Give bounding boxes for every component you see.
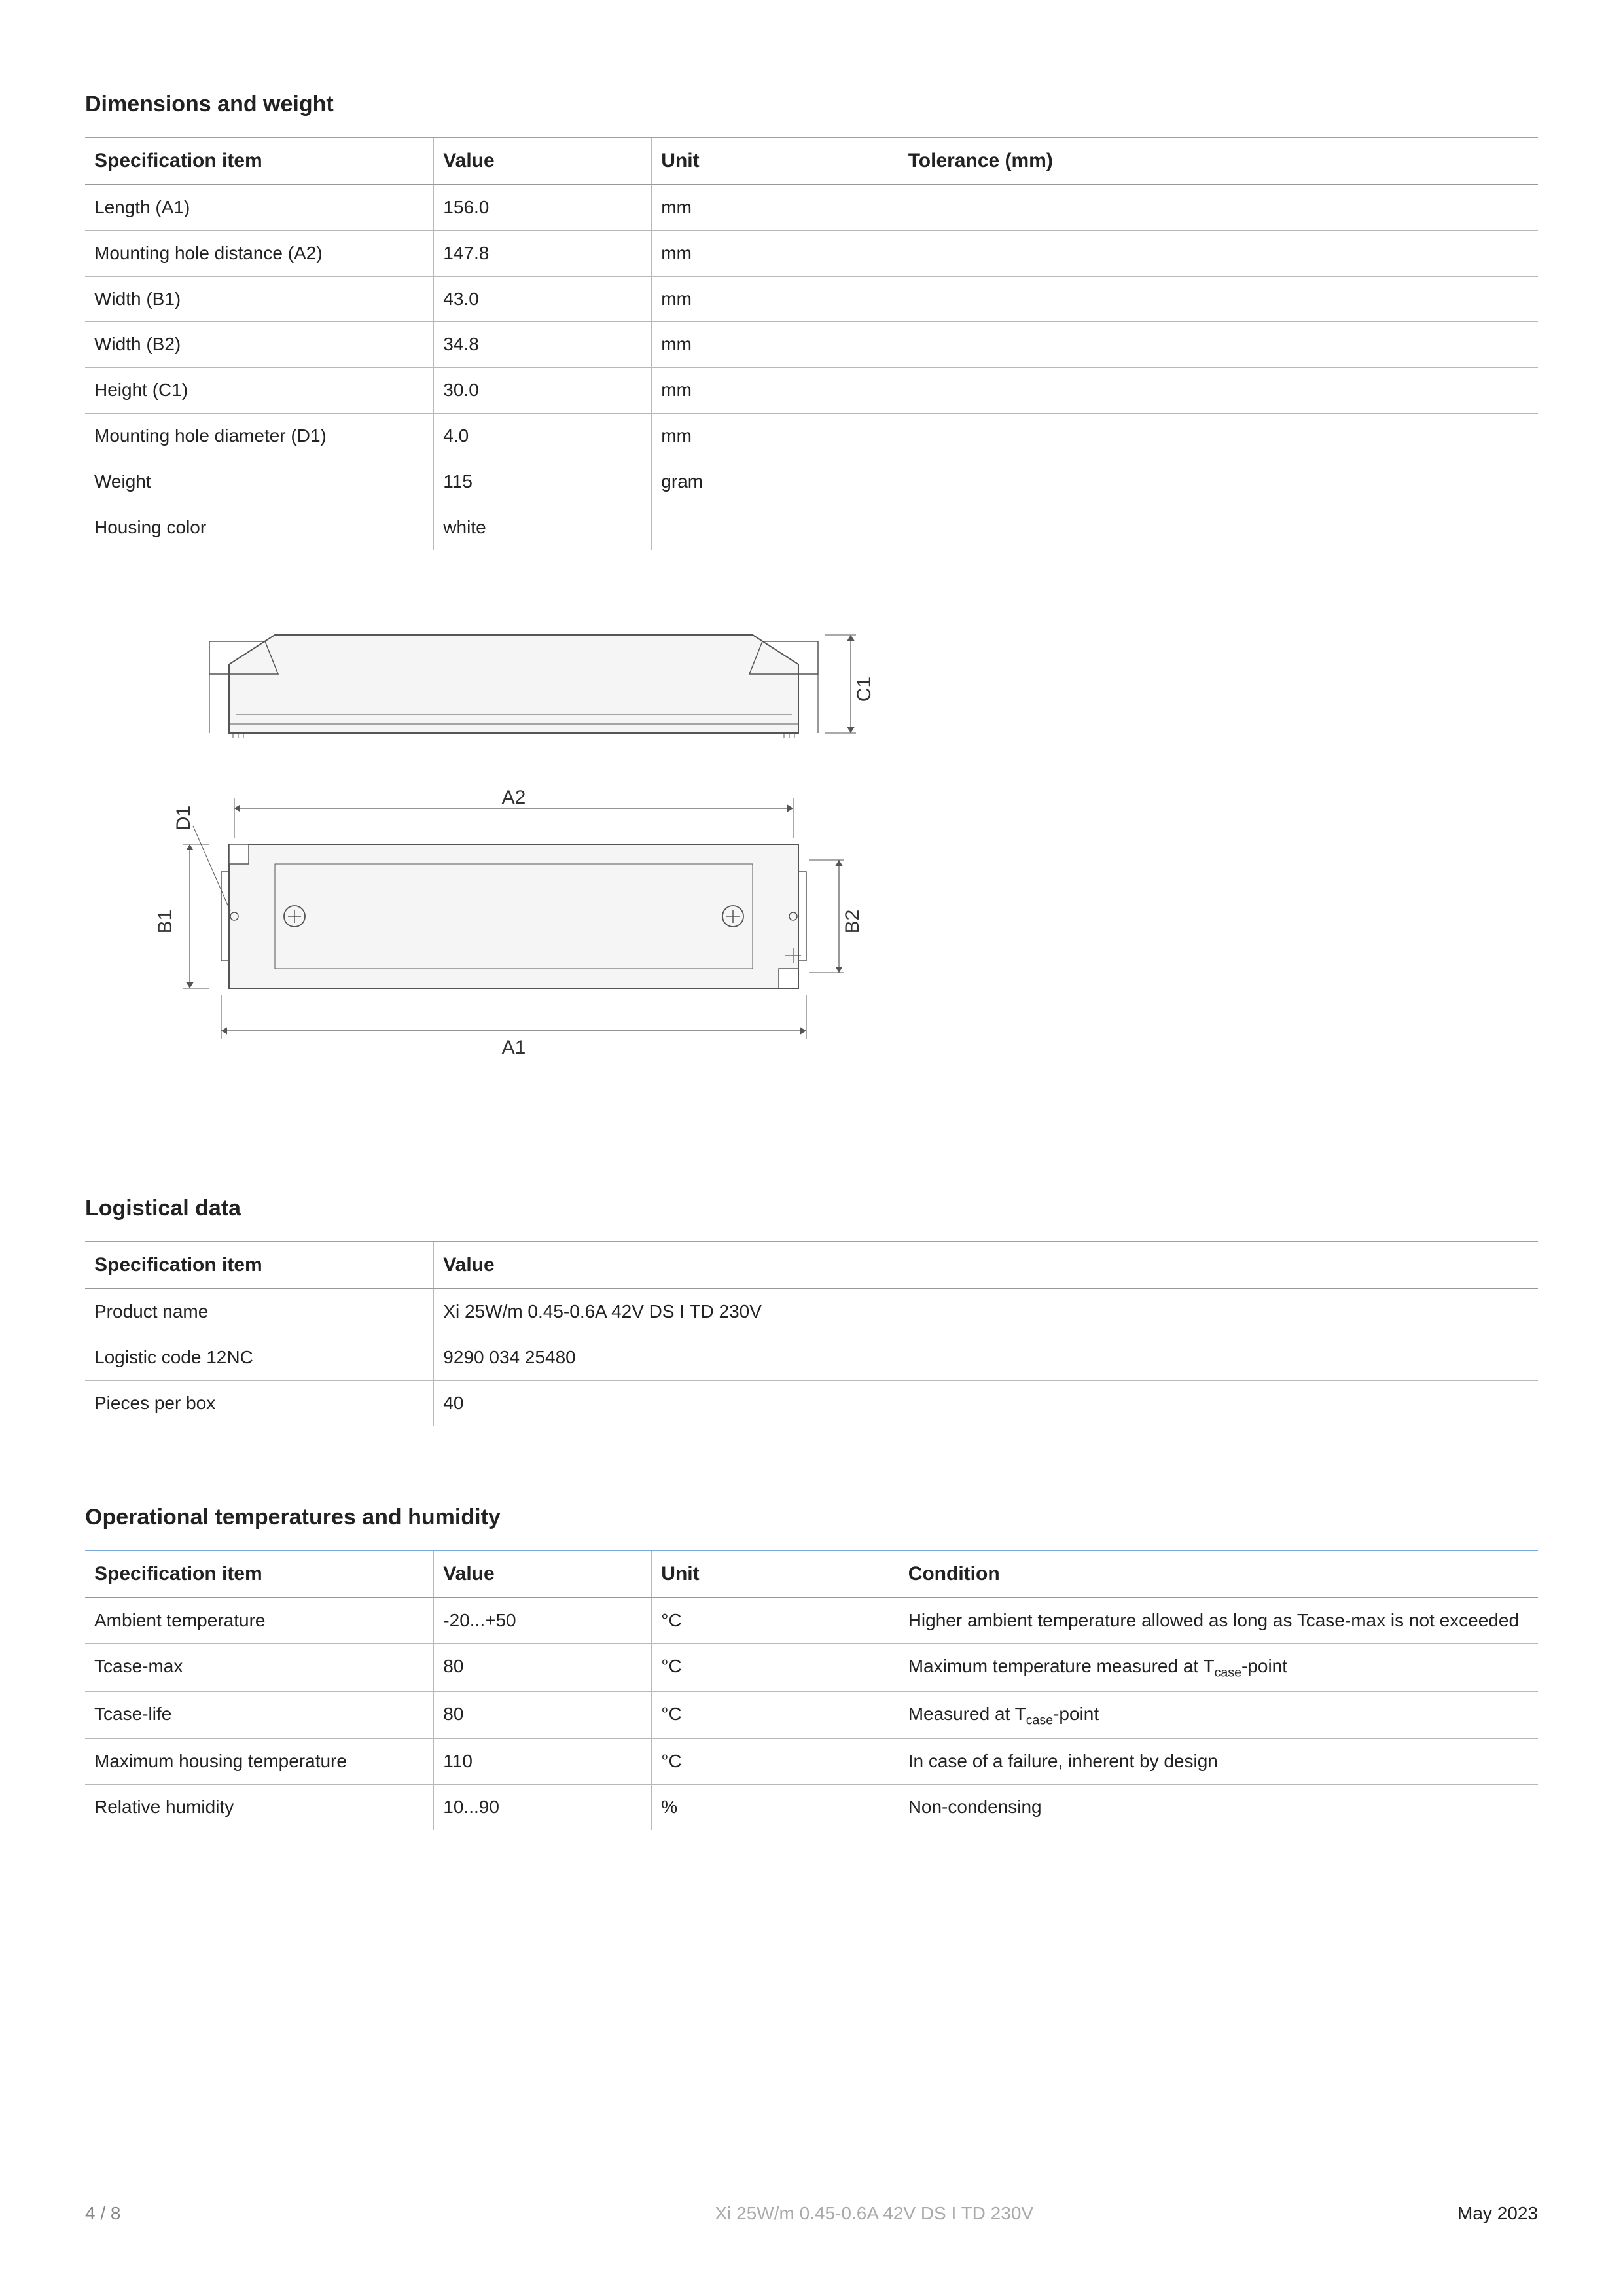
table-logistical: Specification itemValueProduct nameXi 25… — [85, 1242, 1538, 1426]
svg-text:B1: B1 — [154, 910, 176, 934]
table-cell: °C — [652, 1691, 899, 1739]
table-cell — [899, 368, 1538, 414]
table-cell: Logistic code 12NC — [85, 1335, 434, 1381]
table-cell: 30.0 — [434, 368, 652, 414]
table-cell: 4.0 — [434, 413, 652, 459]
table-cell: 80 — [434, 1691, 652, 1739]
svg-text:C1: C1 — [853, 677, 875, 702]
table-cell: Width (B1) — [85, 276, 434, 322]
page-footer: 4 / 8 Xi 25W/m 0.45-0.6A 42V DS I TD 230… — [85, 2203, 1538, 2224]
table-cell: mm — [652, 368, 899, 414]
svg-text:A1: A1 — [502, 1037, 526, 1058]
table-operational: Specification itemValueUnitCondition Ambi… — [85, 1551, 1538, 1830]
table-cell: Non-condensing — [899, 1785, 1538, 1830]
section-title-logistical: Logistical data — [85, 1196, 1538, 1221]
table-cell: 156.0 — [434, 185, 652, 230]
table-cell: mm — [652, 185, 899, 230]
table-cell: 110 — [434, 1739, 652, 1785]
table-cell: mm — [652, 322, 899, 368]
table-cell: 80 — [434, 1643, 652, 1691]
table-cell — [899, 276, 1538, 322]
table-cell — [652, 505, 899, 550]
footer-page: 4 / 8 — [85, 2203, 120, 2224]
table-cell: 34.8 — [434, 322, 652, 368]
table-cell: °C — [652, 1643, 899, 1691]
section-title-operational: Operational temperatures and humidity — [85, 1505, 1538, 1530]
table-cell: Higher ambient temperature allowed as lo… — [899, 1598, 1538, 1643]
footer-date: May 2023 — [1457, 2203, 1538, 2224]
drawing-svg: C1 D1 B1 B2 A2 A1 — [111, 628, 910, 1086]
column-header: Specification item — [85, 1551, 434, 1598]
column-header: Unit — [652, 138, 899, 185]
table-cell — [899, 505, 1538, 550]
table-cell — [899, 322, 1538, 368]
table-cell: Tcase-life — [85, 1691, 434, 1739]
table-cell: white — [434, 505, 652, 550]
table-cell: In case of a failure, inherent by design — [899, 1739, 1538, 1785]
table-cell: °C — [652, 1739, 899, 1785]
table-cell: 147.8 — [434, 230, 652, 276]
table-cell: 43.0 — [434, 276, 652, 322]
table-cell: gram — [652, 459, 899, 505]
table-cell: mm — [652, 276, 899, 322]
table-cell: mm — [652, 230, 899, 276]
table-cell — [899, 230, 1538, 276]
column-header: Specification item — [85, 1242, 434, 1289]
table-cell: Xi 25W/m 0.45-0.6A 42V DS I TD 230V — [434, 1289, 1538, 1335]
table-cell: Product name — [85, 1289, 434, 1335]
technical-drawing: C1 D1 B1 B2 A2 A1 — [85, 628, 1538, 1091]
table-cell — [899, 413, 1538, 459]
section-title-dimensions: Dimensions and weight — [85, 92, 1538, 117]
table-cell: 115 — [434, 459, 652, 505]
table-cell: % — [652, 1785, 899, 1830]
table-cell: Relative humidity — [85, 1785, 434, 1830]
column-header: Value — [434, 1242, 1538, 1289]
section-operational: Operational temperatures and humidity Sp… — [85, 1505, 1538, 1830]
table-cell: °C — [652, 1598, 899, 1643]
table-dimensions: Specification itemValueUnitTolerance (mm… — [85, 138, 1538, 550]
table-cell: 40 — [434, 1380, 1538, 1426]
table-cell: Mounting hole distance (A2) — [85, 230, 434, 276]
table-cell: 9290 034 25480 — [434, 1335, 1538, 1381]
table-cell: Housing color — [85, 505, 434, 550]
section-dimensions: Dimensions and weight Specification item… — [85, 92, 1538, 550]
column-header: Specification item — [85, 138, 434, 185]
table-cell: Pieces per box — [85, 1380, 434, 1426]
table-cell: Mounting hole diameter (D1) — [85, 413, 434, 459]
table-cell: Width (B2) — [85, 322, 434, 368]
table-cell: Measured at Tcase-point — [899, 1691, 1538, 1739]
section-logistical: Logistical data Specification itemValueP… — [85, 1196, 1538, 1426]
column-header: Condition — [899, 1551, 1538, 1598]
svg-text:A2: A2 — [502, 787, 526, 808]
table-cell: 10...90 — [434, 1785, 652, 1830]
table-cell: Ambient temperature — [85, 1598, 434, 1643]
table-cell: Maximum temperature measured at Tcase-po… — [899, 1643, 1538, 1691]
table-cell: Height (C1) — [85, 368, 434, 414]
table-cell — [899, 185, 1538, 230]
table-cell: Weight — [85, 459, 434, 505]
column-header: Value — [434, 1551, 652, 1598]
svg-text:B2: B2 — [842, 910, 863, 934]
column-header: Value — [434, 138, 652, 185]
footer-product: Xi 25W/m 0.45-0.6A 42V DS I TD 230V — [715, 2203, 1033, 2224]
table-cell: Length (A1) — [85, 185, 434, 230]
svg-text:D1: D1 — [173, 806, 194, 831]
table-cell: -20...+50 — [434, 1598, 652, 1643]
table-cell: Tcase-max — [85, 1643, 434, 1691]
table-cell: mm — [652, 413, 899, 459]
column-header: Tolerance (mm) — [899, 138, 1538, 185]
column-header: Unit — [652, 1551, 899, 1598]
table-cell: Maximum housing temperature — [85, 1739, 434, 1785]
table-cell — [899, 459, 1538, 505]
